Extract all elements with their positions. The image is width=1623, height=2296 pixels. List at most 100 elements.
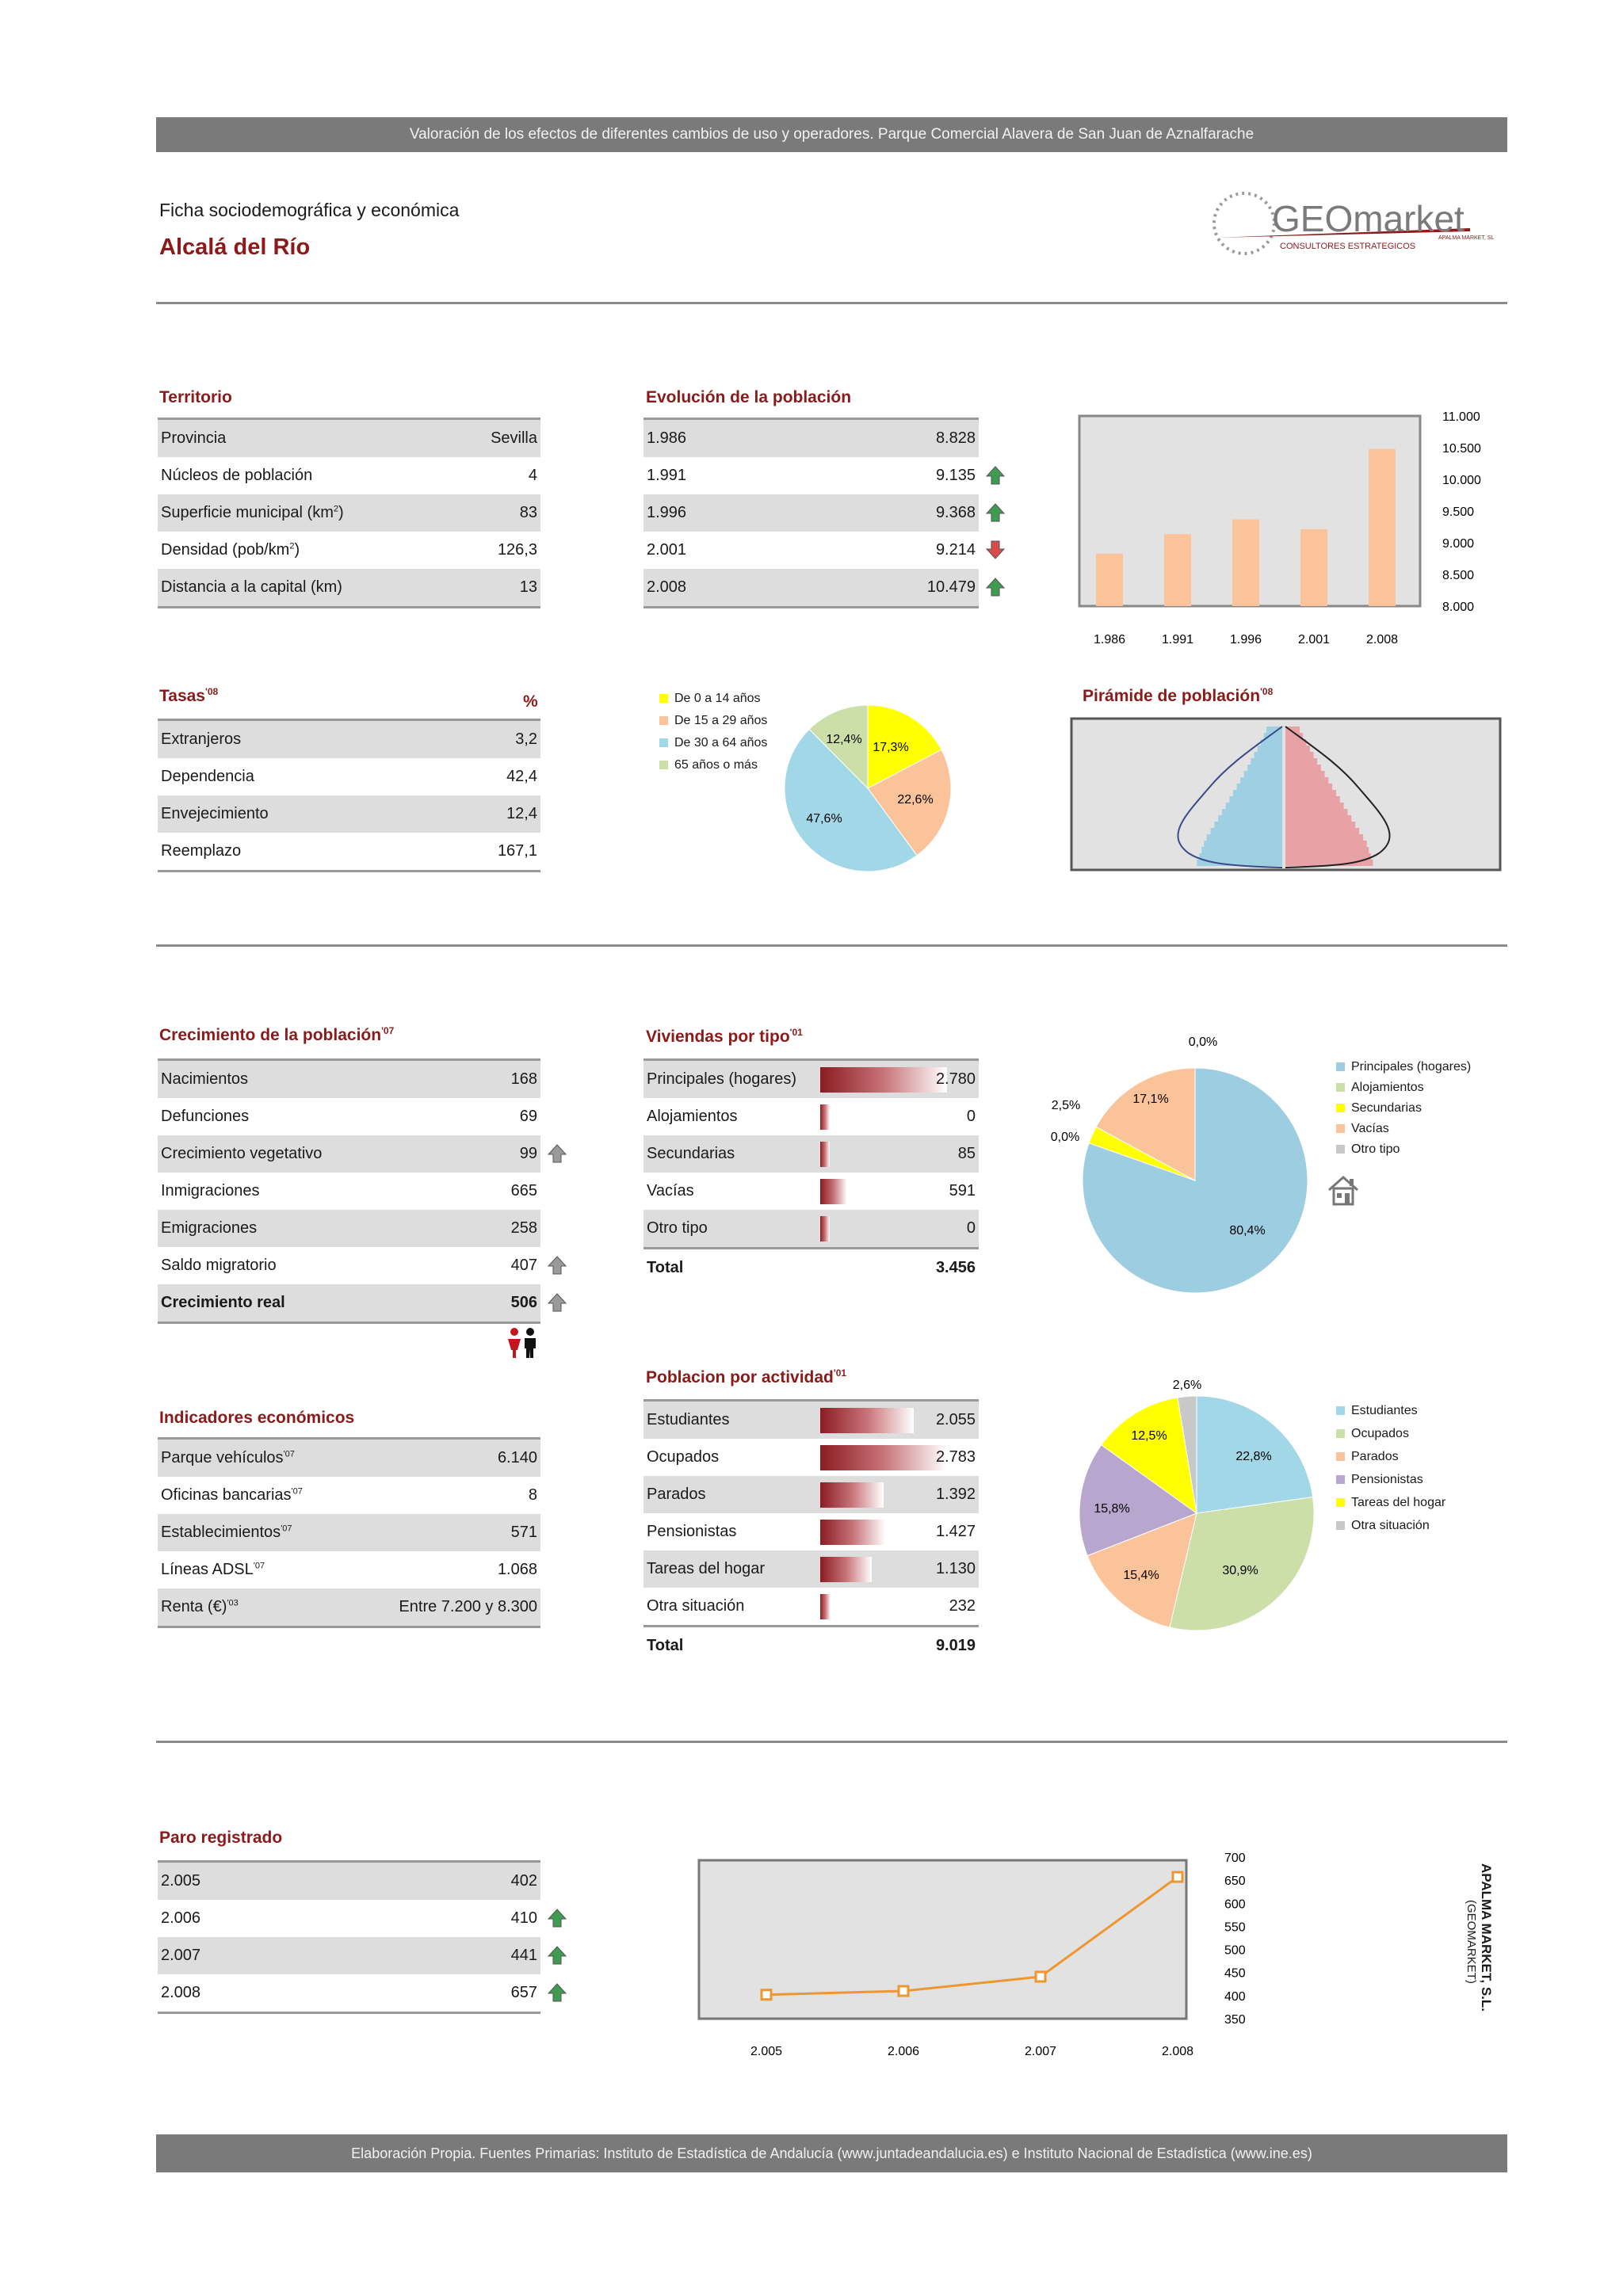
piramide-bar-male bbox=[1232, 790, 1282, 796]
pie-value-label: 15,8% bbox=[1094, 1502, 1129, 1516]
evolucion-ytick: 11.000 bbox=[1442, 410, 1480, 424]
legend-label: De 15 a 29 años bbox=[674, 714, 768, 727]
piramide-bar-male bbox=[1199, 853, 1282, 860]
piramide-bar-male bbox=[1251, 758, 1282, 765]
arrow-up-icon bbox=[985, 466, 1006, 485]
indicadores-row-value: Entre 7.200 y 8.300 bbox=[399, 1598, 537, 1615]
piramide-bar-male bbox=[1197, 860, 1282, 866]
paro-xtick: 2.006 bbox=[888, 2045, 919, 2058]
evolucion-row: 1.986 8.828 bbox=[643, 420, 979, 457]
territorio-row-close: ) bbox=[338, 504, 344, 521]
logo-brand: GEOmarket bbox=[1272, 198, 1465, 239]
pie-value-label: 80,4% bbox=[1229, 1224, 1265, 1238]
pie-value-label: 22,8% bbox=[1235, 1450, 1271, 1463]
evolucion-xtick: 1.986 bbox=[1094, 633, 1125, 646]
evolucion-row-value: 8.828 bbox=[935, 429, 976, 447]
actividad-sup: '01 bbox=[833, 1367, 847, 1379]
indicadores-row-label: Líneas ADSL'07 bbox=[161, 1551, 265, 1589]
paro-ytick: 700 bbox=[1224, 1852, 1246, 1865]
actividad-row-label-text: Parados bbox=[647, 1486, 706, 1503]
viviendas-total-row: Total 3.456 bbox=[643, 1249, 979, 1287]
piramide-bar-female bbox=[1285, 771, 1325, 777]
crecimiento-row-label: Inmigraciones bbox=[161, 1173, 260, 1210]
paro-ytick: 550 bbox=[1224, 1920, 1246, 1934]
arrow-up-icon bbox=[547, 1946, 567, 1965]
viviendas-row-value: 0 bbox=[966, 1108, 976, 1125]
pie-slice bbox=[1169, 1497, 1315, 1631]
pie-slice bbox=[1101, 1397, 1197, 1515]
indicadores-row-label-text: Renta (€) bbox=[161, 1598, 227, 1615]
actividad-row-value: 1.130 bbox=[935, 1560, 976, 1577]
legend-item: Pensionistas bbox=[1336, 1468, 1445, 1491]
evolucion-row-value: 9.368 bbox=[935, 504, 976, 521]
territorio-row-value: 126,3 bbox=[497, 541, 537, 559]
geomarket-logo: GEOmarket CONSULTORES ESTRATEGICOS APALM… bbox=[1201, 190, 1510, 261]
evolucion-row: 2.001 9.214 bbox=[643, 532, 1006, 569]
paro-row: 2.007 441 bbox=[158, 1937, 567, 1974]
pie-slice bbox=[1079, 1444, 1198, 1557]
legend-item: Vacías bbox=[1336, 1119, 1471, 1139]
legend-label: Tareas del hogar bbox=[1351, 1496, 1446, 1509]
paro-row: 2.008 657 bbox=[158, 1974, 567, 2014]
indicadores-heading: Indicadores económicos bbox=[159, 1409, 355, 1427]
pie-value-label: 22,6% bbox=[897, 793, 933, 807]
indicadores-row-label-text: Establecimientos bbox=[161, 1524, 281, 1541]
evolucion-row-label: 1.991 bbox=[647, 457, 686, 494]
evolucion-row-value: 10.479 bbox=[926, 578, 976, 596]
pie-slice bbox=[808, 704, 869, 790]
viviendas-row-value: 591 bbox=[949, 1182, 976, 1199]
territorio-row-value: 4 bbox=[528, 467, 537, 484]
paro-row-value: 657 bbox=[510, 1984, 537, 2001]
territorio-row-label-text: Densidad (pob/km bbox=[161, 541, 290, 559]
indicadores-row-value: 571 bbox=[510, 1524, 537, 1541]
evolucion-row-label: 1.996 bbox=[647, 494, 686, 532]
paro-point bbox=[1034, 1970, 1047, 1983]
legend-label: Otro tipo bbox=[1351, 1142, 1400, 1156]
actividad-row: Tareas del hogar 1.130 bbox=[643, 1550, 979, 1588]
evolucion-xtick: 1.996 bbox=[1230, 633, 1262, 646]
piramide-bar-female bbox=[1285, 803, 1344, 809]
pie-value-label: 2,5% bbox=[1052, 1099, 1080, 1112]
male-female-icon bbox=[508, 1328, 536, 1358]
legend-label: Alojamientos bbox=[1351, 1081, 1424, 1094]
legend-swatch bbox=[659, 738, 668, 748]
pie-value-label: 15,4% bbox=[1123, 1569, 1159, 1582]
indicadores-row: Establecimientos'07 571 bbox=[158, 1514, 540, 1551]
piramide-bar-female bbox=[1285, 765, 1321, 771]
evolucion-ytick: 9.500 bbox=[1442, 505, 1474, 519]
tasas-row-label-text: Extranjeros bbox=[161, 730, 242, 748]
territorio-row-label-text: Provincia bbox=[161, 429, 227, 447]
indicadores-row-label-text: Parque vehículos bbox=[161, 1449, 284, 1466]
edad-pie-chart: 17,3% 22,6% 47,6% 12,4% bbox=[784, 704, 952, 872]
viviendas-total-value: 3.456 bbox=[935, 1259, 976, 1276]
legend-swatch bbox=[659, 694, 668, 704]
crecimiento-row-label: Crecimiento real bbox=[161, 1284, 285, 1322]
tasas-row-value: 12,4 bbox=[506, 805, 537, 822]
indicadores-row-label: Parque vehículos'07 bbox=[161, 1440, 295, 1477]
actividad-row-label: Ocupados bbox=[647, 1439, 719, 1476]
side-label-text: APALMA MARKET, S.L. (GEOMARKET) bbox=[1465, 1863, 1494, 2012]
viviendas-row-label-text: Otro tipo bbox=[647, 1219, 708, 1237]
side-label: APALMA MARKET, S.L. (GEOMARKET) bbox=[1465, 1863, 1512, 2022]
evolucion-row-label-text: 2.008 bbox=[647, 578, 687, 596]
piramide-bar-female bbox=[1285, 727, 1300, 733]
legend-item: Otro tipo bbox=[1336, 1139, 1471, 1160]
evolucion-row-value: 9.214 bbox=[935, 541, 976, 559]
viviendas-row-label: Vacías bbox=[647, 1173, 694, 1210]
actividad-row-label-text: Estudiantes bbox=[647, 1411, 730, 1428]
viviendas-row-label-text: Alojamientos bbox=[647, 1108, 738, 1125]
actividad-row-bar bbox=[820, 1482, 884, 1508]
actividad-row-bar bbox=[820, 1520, 886, 1545]
actividad-row-label-text: Tareas del hogar bbox=[647, 1560, 765, 1577]
territorio-row: Núcleos de población 4 bbox=[158, 457, 540, 494]
piramide-bar-female bbox=[1285, 784, 1333, 790]
indicadores-row-value: 1.068 bbox=[497, 1561, 537, 1578]
paro-ytick: 600 bbox=[1224, 1897, 1246, 1911]
top-banner: Valoración de los efectos de diferentes … bbox=[156, 117, 1507, 152]
legend-item: Tareas del hogar bbox=[1336, 1491, 1445, 1514]
actividad-total-value: 9.019 bbox=[935, 1637, 976, 1654]
territorio-row-sup: 2 bbox=[289, 541, 295, 551]
legend-label: Vacías bbox=[1351, 1122, 1389, 1135]
pie-value-label: 12,5% bbox=[1131, 1429, 1167, 1443]
territorio-row-label-text: Superficie municipal (km bbox=[161, 504, 334, 521]
